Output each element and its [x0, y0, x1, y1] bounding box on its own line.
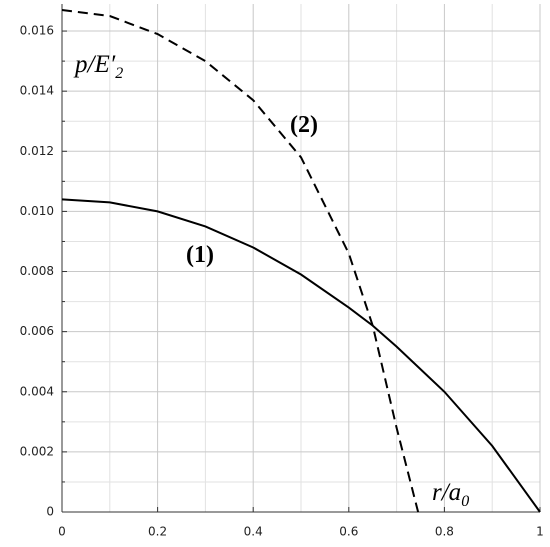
y-tick-label: 0.006: [20, 324, 54, 338]
y-tick-label: 0.008: [20, 264, 54, 278]
plot-layer: 0 0.2 0.4 0.6 0.8 1 0 0.002 0.004 0.006 0.008 0.010…: [20, 4, 544, 539]
series-label: (2): [290, 112, 318, 138]
x-tick-label: 0.2: [148, 525, 167, 539]
y-tick-label: 0.004: [20, 384, 54, 398]
series-line: [61, 198, 541, 513]
x-tick-label: 1: [536, 525, 544, 539]
y-tick-label: 0.012: [20, 144, 54, 158]
y-axis-label: p/E′2: [73, 51, 123, 82]
x-tick-label: 0: [58, 525, 66, 539]
x-label-sub: 0: [461, 493, 469, 510]
y-tick-label: 0.016: [20, 24, 54, 38]
y-tick-label: 0.010: [20, 204, 54, 218]
y-tick-label: 0.002: [20, 444, 54, 458]
y-tick-label: 0.014: [20, 84, 54, 98]
y-label-main: p/E′: [73, 51, 116, 78]
series-line: [61, 9, 420, 513]
x-label-main: r/a: [432, 479, 461, 506]
x-tick-label: 0.6: [339, 525, 358, 539]
x-axis-label: r/a0: [432, 479, 469, 510]
series-label: (1): [186, 242, 214, 268]
x-tick-label: 0.8: [435, 525, 454, 539]
y-tick-label: 0: [46, 505, 54, 519]
x-tick-label: 0.4: [244, 525, 263, 539]
y-label-sub: 2: [115, 65, 123, 82]
